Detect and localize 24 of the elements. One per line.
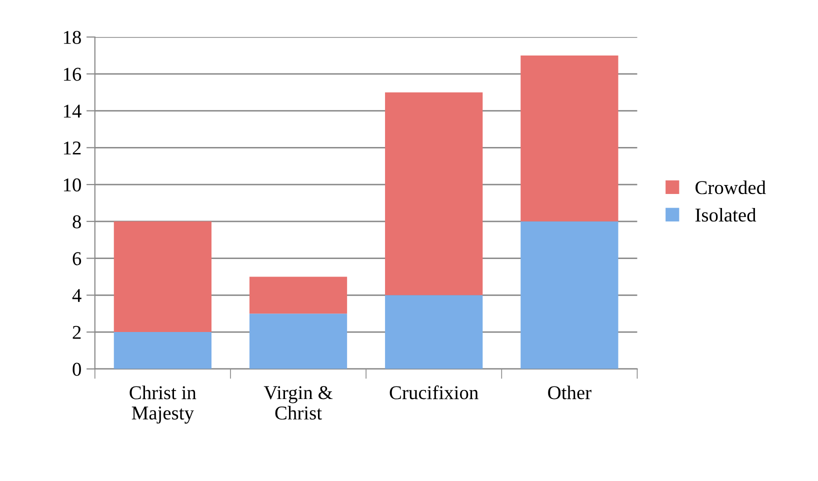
bar xyxy=(114,332,212,369)
x-tick-label: Other xyxy=(548,386,592,400)
y-tick-label: 14 xyxy=(64,104,82,118)
x-tick-label: Christ in Majesty xyxy=(130,386,196,424)
y-tick-label: 12 xyxy=(64,142,81,154)
legend-label: Isolated xyxy=(695,208,756,222)
y-tick-label: 6 xyxy=(72,252,82,266)
bar xyxy=(249,314,348,369)
bar xyxy=(385,92,483,296)
bar xyxy=(520,221,618,369)
bar xyxy=(385,295,483,369)
x-tick-label: Crucifixion xyxy=(390,385,478,400)
bar xyxy=(249,276,348,314)
bar xyxy=(520,55,618,222)
y-tick-label: 0 xyxy=(72,362,81,376)
y-tick-label: 4 xyxy=(72,289,82,302)
bar xyxy=(114,221,212,332)
y-tick-label: 10 xyxy=(64,178,81,192)
y-tick-label: 18 xyxy=(64,30,81,44)
legend-label: Crowded xyxy=(696,180,766,194)
y-tick-label: 8 xyxy=(72,215,81,228)
x-tick-label: Virgin & Christ xyxy=(264,386,333,420)
y-tick-label: 16 xyxy=(64,68,82,81)
y-tick-label: 2 xyxy=(72,326,81,339)
